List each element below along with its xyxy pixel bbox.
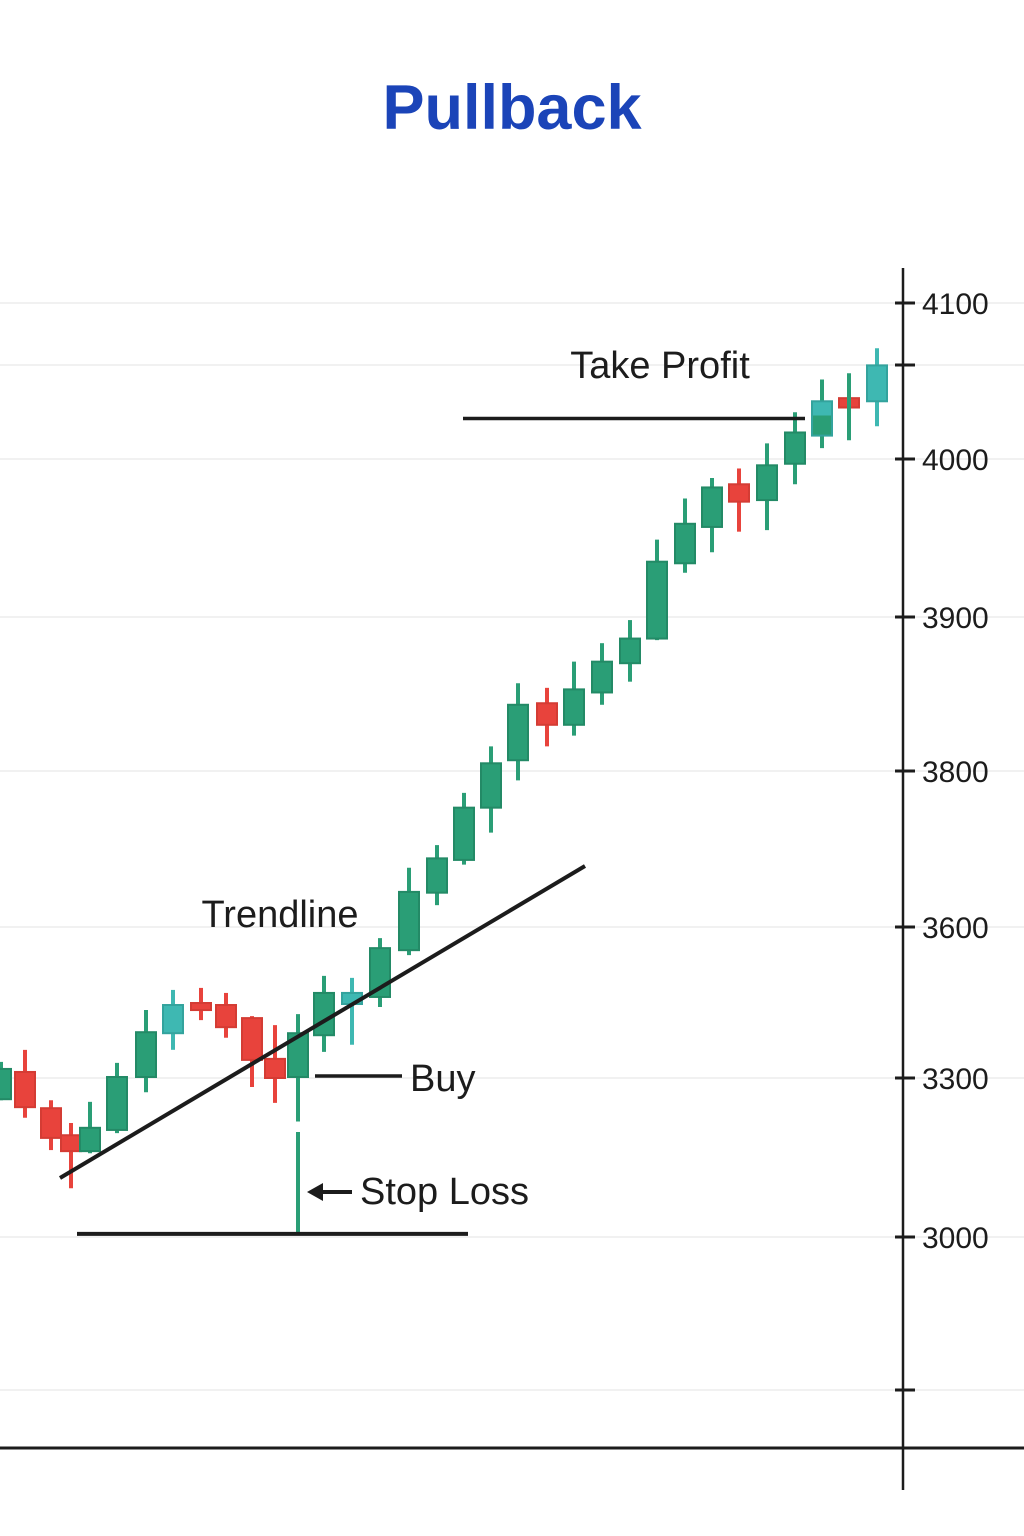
candle <box>426 845 448 906</box>
candle <box>135 1010 157 1093</box>
candle <box>563 661 585 736</box>
candle-body <box>40 1107 62 1139</box>
candle <box>619 620 641 682</box>
candle-body <box>135 1031 157 1078</box>
candle <box>162 989 184 1050</box>
candle <box>838 373 860 441</box>
stop-loss-label: Stop Loss <box>360 1171 529 1213</box>
candle <box>241 1016 263 1088</box>
candle-body <box>241 1017 263 1061</box>
candle-body <box>701 486 723 528</box>
candle <box>287 1014 309 1233</box>
candle <box>369 938 391 1008</box>
candle-body <box>563 688 585 726</box>
candle-body <box>60 1134 82 1153</box>
candle-body <box>287 1032 309 1078</box>
candle-body <box>398 890 420 952</box>
candle-body <box>536 702 558 726</box>
trendline <box>58 864 587 1180</box>
candle-body <box>811 400 833 437</box>
candle-body <box>264 1057 286 1079</box>
candle <box>106 1062 128 1134</box>
candle <box>453 792 475 865</box>
candle-body <box>215 1004 237 1029</box>
candle <box>480 746 502 833</box>
candle-body <box>453 806 475 861</box>
candle-body <box>674 522 696 565</box>
candle <box>866 348 888 427</box>
candle <box>0 1061 12 1101</box>
candle <box>14 1049 36 1118</box>
candle-body <box>619 637 641 665</box>
candle-body <box>426 857 448 894</box>
candle <box>701 477 723 553</box>
buy-label: Buy <box>410 1058 476 1100</box>
axis-tick-label: 3900 <box>922 602 989 635</box>
candle-body <box>0 1067 12 1101</box>
candle-body <box>507 703 529 762</box>
candle-body <box>480 762 502 809</box>
candle-body <box>313 991 335 1037</box>
candle-body <box>14 1070 36 1109</box>
axis-tick-label: 3300 <box>922 1063 989 1096</box>
candle-body <box>106 1075 128 1131</box>
candle <box>811 379 833 449</box>
candle-body <box>728 483 750 503</box>
candle-body <box>784 431 806 465</box>
candle <box>536 687 558 747</box>
take-profit-label: Take Profit <box>570 345 750 387</box>
candle <box>264 1025 286 1103</box>
axis-tick-label: 4000 <box>922 444 989 477</box>
axis-tick-label: 3600 <box>922 912 989 945</box>
candle <box>190 987 212 1021</box>
axis-tick-label: 3800 <box>922 756 989 789</box>
candle-body <box>190 1002 212 1012</box>
axis-tick-label: 3000 <box>922 1222 989 1255</box>
candle <box>341 977 363 1045</box>
candle <box>215 992 237 1038</box>
stop-loss-arrowhead <box>307 1183 323 1201</box>
candle <box>646 539 668 641</box>
candle <box>756 443 778 531</box>
candle-body <box>79 1126 101 1153</box>
candle <box>313 975 335 1052</box>
trendline-label: Trendline <box>201 894 359 936</box>
candle-body <box>646 560 668 640</box>
candle <box>79 1101 101 1154</box>
candle-body <box>756 464 778 502</box>
candle <box>40 1100 62 1151</box>
candle <box>60 1123 82 1189</box>
candle <box>507 683 529 781</box>
candle <box>591 643 613 705</box>
candle <box>728 468 750 532</box>
candle-body <box>591 660 613 694</box>
candle <box>674 498 696 573</box>
page-title: Pullback <box>382 73 642 143</box>
axis-tick-label: 4100 <box>922 288 989 321</box>
candle-body <box>866 364 888 403</box>
candle <box>784 412 806 485</box>
candle <box>398 867 420 956</box>
candle-body <box>162 1004 184 1035</box>
